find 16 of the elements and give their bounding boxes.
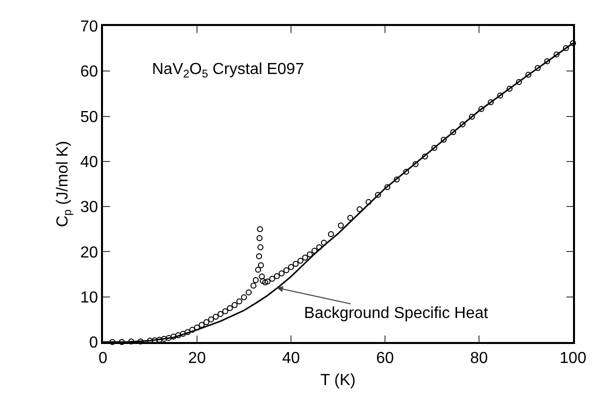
y-tick-label: 20 bbox=[80, 244, 98, 262]
x-tick-label: 100 bbox=[560, 350, 586, 367]
y-tick-label: 60 bbox=[80, 64, 98, 81]
annotation: Background Specific Heat bbox=[304, 305, 489, 322]
y-tick-label: 0 bbox=[89, 334, 98, 352]
x-tick-label: 40 bbox=[282, 350, 300, 367]
y-tick-label: 30 bbox=[80, 199, 98, 216]
x-axis-title: T (K) bbox=[320, 372, 356, 390]
y-tick-label: 40 bbox=[80, 154, 98, 172]
x-tick-label: 60 bbox=[376, 350, 394, 367]
y-tick-label: 70 bbox=[80, 18, 98, 36]
y-tick-label: 50 bbox=[80, 108, 98, 126]
y-tick-label: 10 bbox=[80, 289, 98, 306]
x-tick-label: 80 bbox=[470, 350, 488, 367]
annotation: NaV$_{2}$O$_{5}$ Crystal E097 bbox=[152, 61, 304, 80]
x-tick-label: 20 bbox=[188, 350, 206, 367]
